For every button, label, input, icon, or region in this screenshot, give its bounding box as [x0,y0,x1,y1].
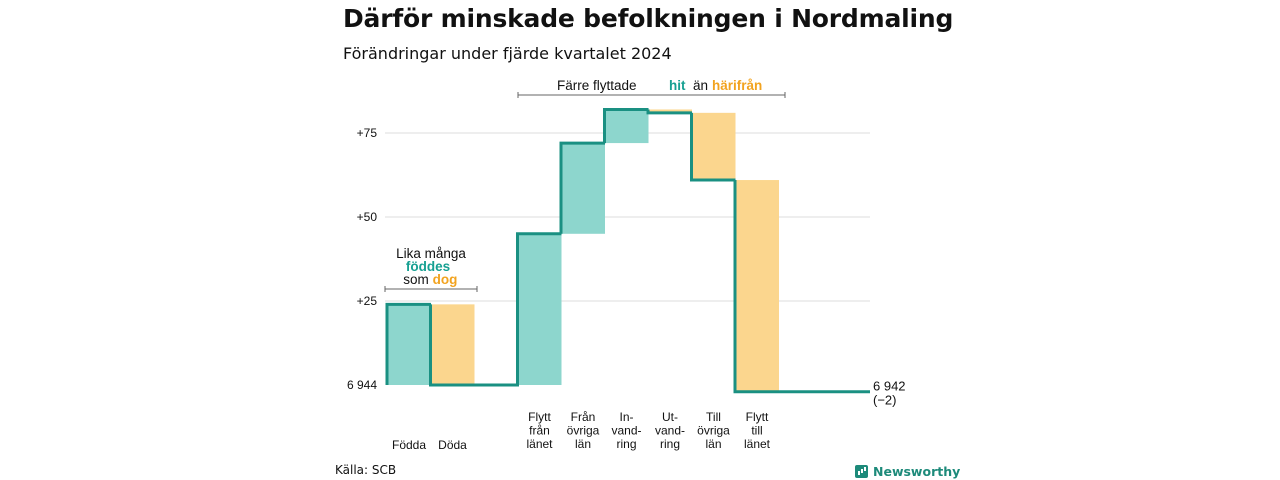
annotation-highlight-orange: härifrån [712,78,762,93]
x-axis-label: länet [526,437,553,451]
x-axis-label: Döda [438,438,467,452]
annotation-highlight-orange: dog [433,272,458,287]
x-axis-label: till [751,424,762,438]
x-axis-label: länet [744,437,771,451]
x-axis-label: län [705,437,721,451]
annotation-highlight-teal: hit [669,78,686,93]
chart-subtitle: Förändringar under fjärde kvartalet 2024 [343,44,672,63]
y-tick-label: +75 [357,126,378,140]
chart-bubble-icon [855,464,868,478]
y-tick-label: +50 [357,210,378,224]
x-axis-label: Till [706,410,721,424]
x-axis-label: Flytt [528,410,551,424]
source-note: Källa: SCB [335,463,397,477]
chart-title: Därför minskade befolkningen i Nordmalin… [343,4,954,33]
x-axis-label: ring [660,437,680,451]
x-axis-label: Födda [392,438,426,452]
waterfall-bar [604,109,649,144]
waterfall-bar [517,233,562,385]
annotation-text: Lika många [396,246,466,261]
x-axis-label: vand- [611,424,641,438]
x-axis-label: Från [571,410,596,424]
waterfall-bar [561,143,605,234]
end-change-label: (−2) [873,393,896,408]
newsworthy-logo: Newsworthy [855,462,960,480]
y-tick-label: +25 [357,294,378,308]
x-axis-label: ring [616,437,636,451]
x-axis-label: Flytt [746,410,769,424]
waterfall-bar [648,109,692,113]
x-axis-label: län [575,437,591,451]
end-value-label: 6 942 [873,379,906,394]
waterfall-bar [387,304,431,385]
x-axis-label: övriga [697,424,730,438]
annotation-highlight-teal: föddes [406,259,450,274]
waterfall-bar [430,304,475,385]
brand-name: Newsworthy [873,463,961,479]
annotation-text: Färre flyttade [557,78,637,93]
annotation-text: som [403,272,429,287]
annotation-text: än [693,78,708,93]
waterfall-bar [691,112,736,181]
x-axis-label: övriga [567,424,600,438]
x-axis-label: In- [619,410,633,424]
y-tick-label: 6 944 [347,378,377,392]
x-axis-label: från [529,424,550,438]
waterfall-bar [735,180,779,392]
x-axis-label: Ut- [662,410,678,424]
x-axis-label: vand- [655,424,685,438]
cumulative-step-line [385,107,870,394]
